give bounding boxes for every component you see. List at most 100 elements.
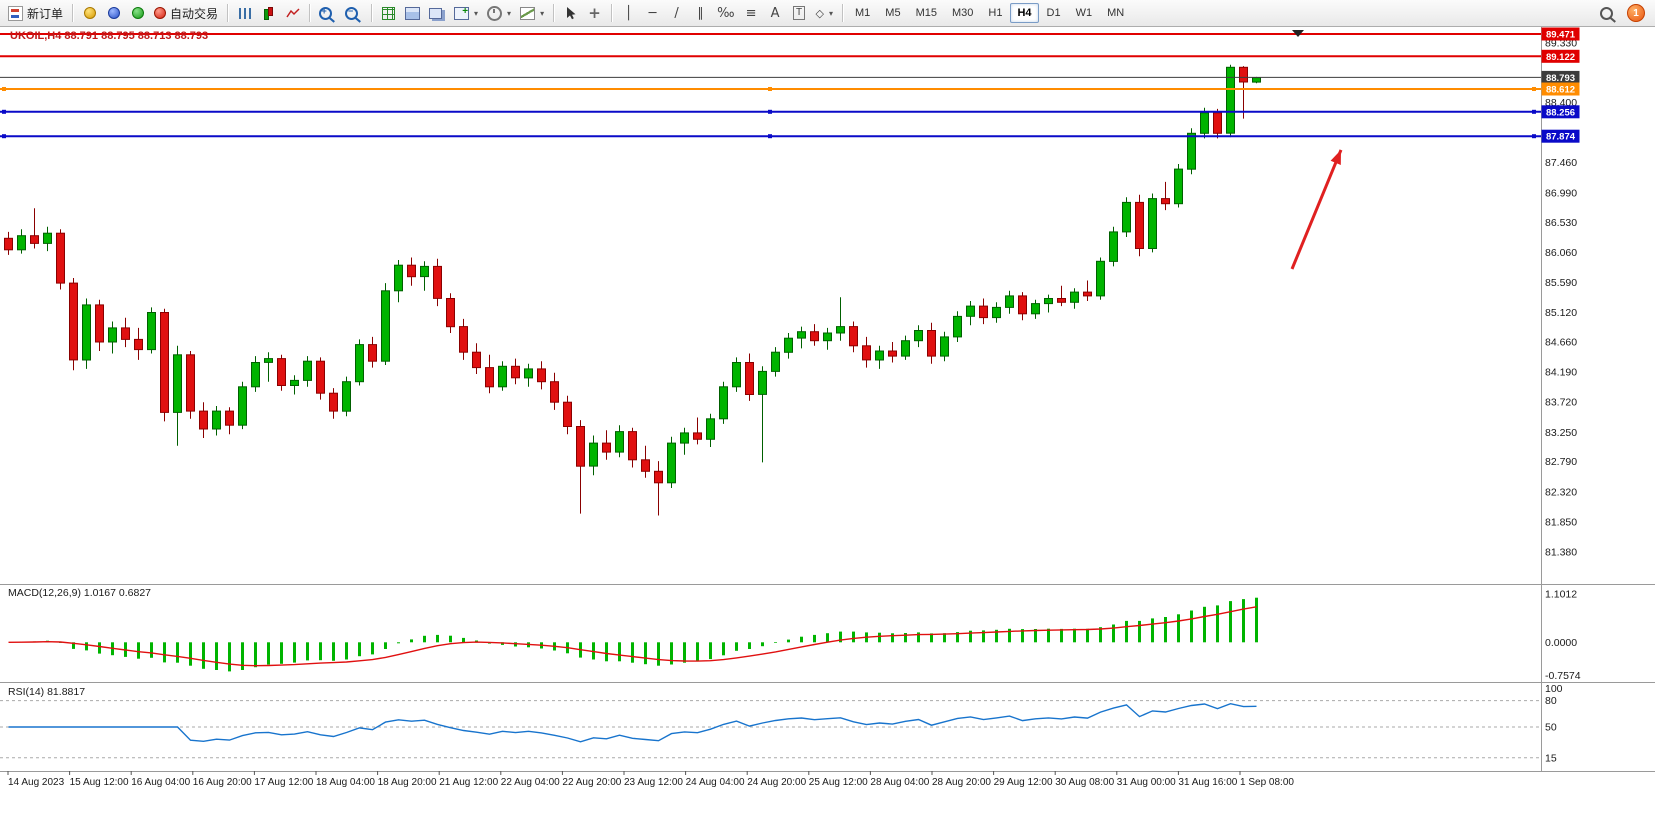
time-axis-label: 14 Aug 2023 — [8, 777, 65, 788]
candle-body — [316, 360, 325, 394]
line-handle[interactable] — [1532, 109, 1536, 114]
timeframe-m30-button[interactable]: M30 — [945, 3, 980, 23]
line-chart-button[interactable] — [281, 2, 304, 24]
grid-button[interactable] — [377, 2, 400, 24]
candle-body — [69, 282, 78, 361]
account-button[interactable] — [102, 2, 125, 24]
line-handle[interactable] — [768, 109, 772, 114]
timeframe-d1-button[interactable]: D1 — [1040, 3, 1068, 23]
fibonacci-button[interactable]: ‰ — [713, 2, 738, 24]
line-handle[interactable] — [1532, 87, 1536, 91]
arrows-tool-button[interactable]: ◇ ▾ — [812, 2, 837, 24]
text-label-button[interactable]: T — [788, 2, 811, 24]
notification-badge[interactable]: 1 — [1627, 4, 1645, 22]
crosshair-button[interactable]: + — [583, 2, 606, 24]
tile-windows-button[interactable] — [401, 2, 424, 24]
trendline-button[interactable]: / — [665, 2, 688, 24]
macd-axis-label: 1.1012 — [1545, 588, 1577, 600]
price-badge-label: 87.874 — [1546, 132, 1576, 143]
text-tool-icon: A — [770, 5, 780, 21]
candle-body — [420, 265, 429, 278]
vertical-line-button[interactable]: │ — [617, 2, 640, 24]
indicators-button[interactable]: ▾ — [516, 2, 548, 24]
candle-body — [1148, 198, 1157, 250]
channel-icon: ∥ — [697, 5, 704, 21]
time-axis-label: 28 Aug 04:00 — [870, 777, 929, 788]
candle-body — [1213, 112, 1222, 134]
candle-body — [485, 367, 494, 388]
candle-body — [173, 354, 182, 413]
toolbar-separator — [227, 4, 229, 22]
candle-body — [238, 386, 247, 426]
line-handle[interactable] — [1532, 134, 1536, 139]
candle-body — [264, 358, 273, 363]
candle-body — [212, 410, 221, 430]
time-axis-label: 22 Aug 04:00 — [501, 777, 560, 788]
toolbar-right-group: 1 — [1596, 2, 1651, 24]
autotrading-icon — [154, 7, 167, 19]
fibonacci-icon: ‰ — [717, 5, 735, 21]
macd-axis-label: -0.7574 — [1545, 670, 1581, 682]
new-order-button[interactable]: 新订单 — [4, 2, 67, 24]
chart-canvas[interactable]: 89.33088.40087.46086.99086.53086.06085.5… — [0, 27, 1655, 791]
cursor-button[interactable] — [559, 2, 582, 24]
line-handle[interactable] — [768, 87, 772, 91]
candle-body — [17, 235, 26, 251]
line-handle[interactable] — [2, 134, 6, 139]
price-badge-label: 88.612 — [1546, 85, 1575, 96]
zoom-in-button[interactable] — [315, 2, 340, 24]
line-chart-icon — [285, 8, 300, 18]
candle-body — [1031, 303, 1040, 315]
candle-body — [875, 350, 884, 361]
time-axis-label: 29 Aug 12:00 — [994, 777, 1053, 788]
candle-body — [602, 442, 611, 453]
profiles-button[interactable]: ▾ — [483, 2, 515, 24]
candle-body — [1239, 66, 1248, 83]
channel-button[interactable]: ∥ — [689, 2, 712, 24]
candle-body — [992, 306, 1001, 319]
candle-body — [1200, 112, 1209, 134]
time-axis-label: 1 Sep 08:00 — [1240, 777, 1294, 788]
text-button[interactable]: A — [764, 2, 787, 24]
line-handle[interactable] — [2, 109, 6, 114]
autotrading-button[interactable]: 自动交易 — [150, 2, 222, 24]
candle-body — [30, 235, 39, 244]
candle-body — [615, 431, 624, 453]
timeframe-m5-button[interactable]: M5 — [878, 3, 907, 23]
zoom-out-button[interactable] — [341, 2, 366, 24]
candle-body — [797, 331, 806, 339]
annotation-arrow[interactable] — [1290, 149, 1343, 270]
price-level-badge — [1541, 82, 1580, 96]
price-axis-label: 82.790 — [1545, 456, 1577, 468]
time-axis-label: 24 Aug 20:00 — [747, 777, 806, 788]
candle-body — [940, 336, 949, 357]
timeframe-w1-button[interactable]: W1 — [1069, 3, 1100, 23]
timeframe-h4-button[interactable]: H4 — [1010, 3, 1039, 23]
candle-body — [667, 442, 676, 484]
candlestick-chart-button[interactable] — [257, 2, 280, 24]
line-handle[interactable] — [2, 87, 6, 91]
timeframe-m1-button[interactable]: M1 — [848, 3, 877, 23]
line-handle[interactable] — [768, 134, 772, 139]
new-chart-button[interactable]: ▾ — [450, 2, 482, 24]
price-axis-label: 82.320 — [1545, 486, 1577, 498]
timeframe-mn-button[interactable]: MN — [1100, 3, 1131, 23]
shapes-button[interactable]: ≡ — [740, 2, 763, 24]
candle-body — [199, 410, 208, 430]
candle-body — [56, 232, 65, 284]
candle-body — [836, 326, 845, 334]
deposit-button[interactable] — [78, 2, 101, 24]
candle-body — [784, 337, 793, 353]
search-button[interactable] — [1596, 2, 1621, 24]
toolbar-separator — [309, 4, 311, 22]
horizontal-line-button[interactable]: ─ — [641, 2, 664, 24]
cascade-windows-button[interactable] — [425, 2, 449, 24]
candle-body — [459, 326, 468, 353]
new-order-label: 新订单 — [27, 6, 64, 21]
timeframe-h1-button[interactable]: H1 — [981, 3, 1009, 23]
timeframe-m15-button[interactable]: M15 — [909, 3, 944, 23]
bar-chart-button[interactable] — [233, 2, 256, 24]
macd-signal-line — [8, 606, 1257, 667]
refresh-button[interactable] — [126, 2, 149, 24]
autoscroll-marker[interactable] — [1292, 30, 1304, 37]
